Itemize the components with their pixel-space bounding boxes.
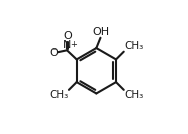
Text: O: O <box>63 31 72 41</box>
Text: OH: OH <box>92 27 110 37</box>
Text: +: + <box>70 40 77 49</box>
Text: ⁻: ⁻ <box>52 47 57 57</box>
Text: CH₃: CH₃ <box>49 90 68 100</box>
Text: CH₃: CH₃ <box>124 90 143 100</box>
Text: CH₃: CH₃ <box>124 41 143 51</box>
Text: N: N <box>63 40 72 50</box>
Text: O: O <box>49 48 58 58</box>
